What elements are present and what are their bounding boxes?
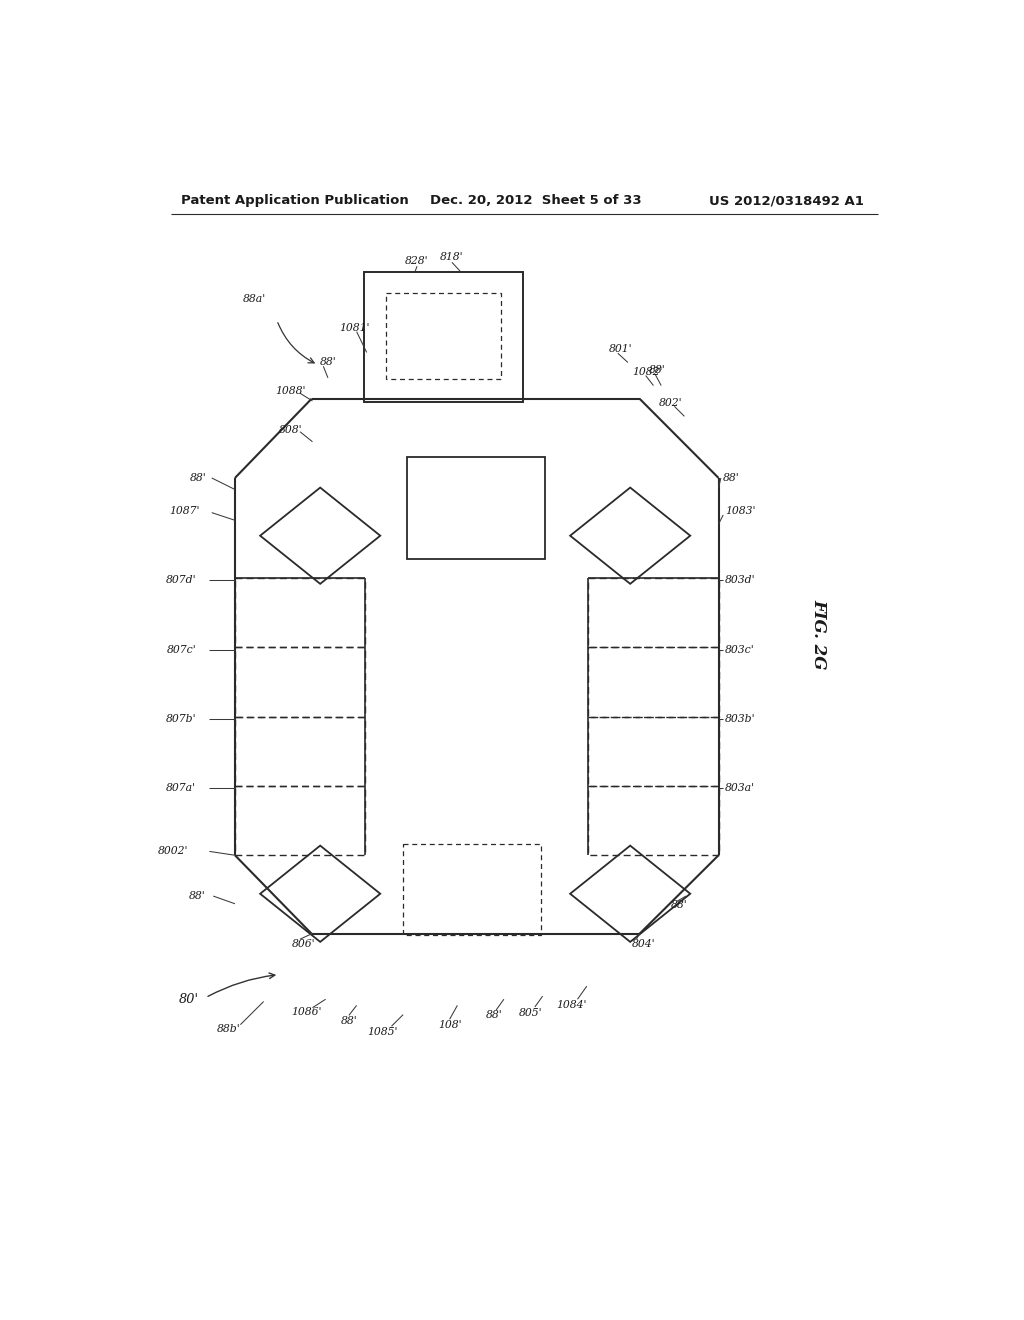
Text: 108': 108' (438, 1019, 462, 1030)
Bar (234, 647, 366, 717)
Text: 807d': 807d' (166, 576, 197, 585)
Text: 1086': 1086' (291, 1007, 322, 1016)
Text: Patent Application Publication: Patent Application Publication (180, 194, 409, 207)
Text: 805': 805' (519, 1008, 543, 1018)
Text: 1088': 1088' (275, 385, 306, 396)
Bar (403, 843, 541, 935)
Text: 88': 88' (190, 473, 207, 483)
Text: 88b': 88b' (217, 1023, 241, 1034)
Text: 804': 804' (632, 939, 655, 949)
Text: 802': 802' (658, 399, 683, 408)
Bar (234, 785, 366, 855)
Text: 1083': 1083' (725, 506, 756, 516)
Bar (589, 647, 719, 717)
Text: 1082': 1082' (632, 367, 663, 378)
Text: Dec. 20, 2012  Sheet 5 of 33: Dec. 20, 2012 Sheet 5 of 33 (430, 194, 642, 207)
Bar (589, 717, 719, 785)
Bar (234, 578, 366, 647)
Text: 807c': 807c' (167, 644, 197, 655)
Text: 801': 801' (608, 345, 632, 354)
Text: 806': 806' (292, 939, 316, 949)
Text: 807b': 807b' (166, 714, 197, 723)
Bar (365, 272, 523, 401)
Text: 88': 88' (671, 900, 687, 911)
Text: 88': 88' (188, 891, 206, 902)
Text: 88': 88' (485, 1010, 502, 1020)
Bar (234, 717, 366, 785)
Text: 8002': 8002' (158, 846, 188, 857)
Text: 88': 88' (649, 366, 666, 375)
Text: 803b': 803b' (725, 714, 756, 723)
Text: 88a': 88a' (243, 293, 266, 304)
Text: US 2012/0318492 A1: US 2012/0318492 A1 (710, 194, 864, 207)
Text: 803a': 803a' (725, 783, 755, 793)
Text: FIG. 2G: FIG. 2G (811, 599, 827, 669)
Text: 828': 828' (406, 256, 429, 265)
Text: 818': 818' (440, 252, 464, 261)
Bar (589, 785, 719, 855)
Text: 88': 88' (321, 358, 337, 367)
Text: 80': 80' (178, 993, 199, 1006)
Text: 1085': 1085' (367, 1027, 397, 1038)
Text: 807a': 807a' (166, 783, 197, 793)
Bar (386, 293, 501, 379)
Text: 88': 88' (341, 1016, 357, 1026)
Bar (589, 578, 719, 647)
Text: 1081': 1081' (339, 323, 370, 333)
Text: 1084': 1084' (556, 1001, 587, 1010)
Text: 803c': 803c' (725, 644, 755, 655)
Bar (407, 457, 545, 558)
Text: 808': 808' (280, 425, 303, 436)
Text: 803d': 803d' (725, 576, 756, 585)
Text: 1087': 1087' (169, 506, 200, 516)
Text: 88': 88' (723, 473, 740, 483)
